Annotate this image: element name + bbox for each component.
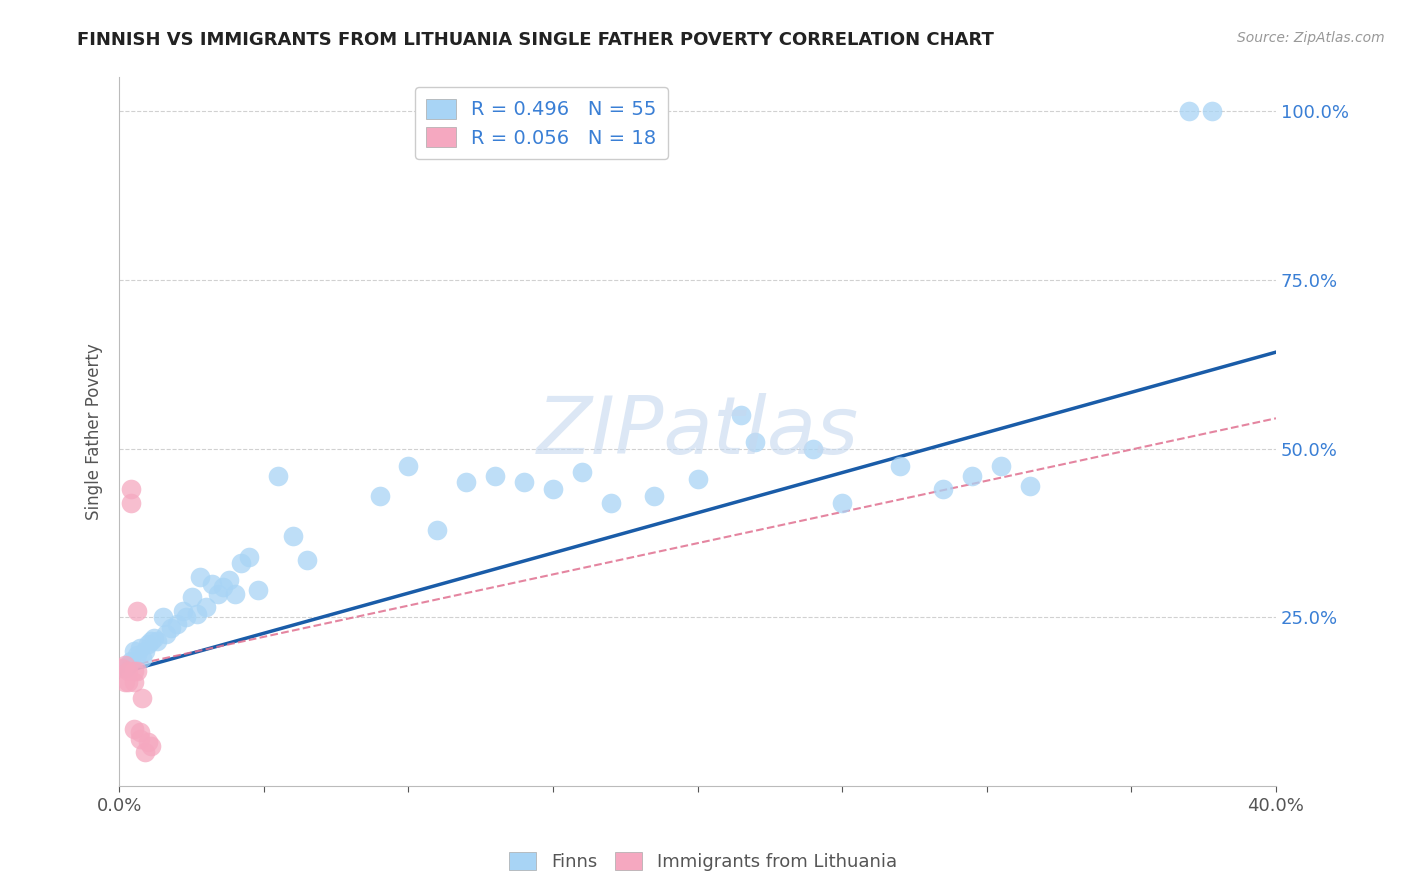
- Point: [117, 657, 139, 672]
- Point: [125, 665, 148, 679]
- Point: [195, 600, 218, 615]
- Point: [120, 654, 142, 668]
- Point: [122, 722, 145, 736]
- Point: [186, 607, 208, 621]
- Point: [139, 739, 162, 753]
- Point: [541, 482, 564, 496]
- Point: [1201, 104, 1223, 119]
- Point: [146, 634, 169, 648]
- Point: [160, 621, 183, 635]
- Point: [426, 523, 449, 537]
- Point: [962, 468, 984, 483]
- Legend: R = 0.496   N = 55, R = 0.056   N = 18: R = 0.496 N = 55, R = 0.056 N = 18: [415, 87, 668, 160]
- Point: [267, 468, 290, 483]
- Point: [643, 489, 665, 503]
- Point: [229, 557, 252, 571]
- Point: [114, 674, 136, 689]
- Text: Source: ZipAtlas.com: Source: ZipAtlas.com: [1237, 31, 1385, 45]
- Point: [134, 644, 156, 658]
- Point: [744, 434, 766, 449]
- Point: [155, 627, 177, 641]
- Point: [180, 590, 202, 604]
- Point: [134, 745, 156, 759]
- Point: [218, 574, 240, 588]
- Point: [152, 610, 174, 624]
- Point: [297, 553, 319, 567]
- Text: ZIPatlas: ZIPatlas: [537, 392, 859, 471]
- Point: [117, 674, 139, 689]
- Point: [238, 549, 260, 564]
- Point: [166, 617, 188, 632]
- Point: [484, 468, 506, 483]
- Point: [172, 604, 194, 618]
- Point: [114, 657, 136, 672]
- Point: [281, 529, 304, 543]
- Point: [212, 580, 235, 594]
- Point: [513, 475, 536, 490]
- Point: [990, 458, 1012, 473]
- Point: [131, 651, 153, 665]
- Point: [128, 731, 150, 746]
- Point: [122, 674, 145, 689]
- Legend: Finns, Immigrants from Lithuania: Finns, Immigrants from Lithuania: [502, 845, 904, 879]
- Point: [128, 725, 150, 739]
- Point: [111, 661, 134, 675]
- Point: [1019, 479, 1042, 493]
- Point: [125, 648, 148, 662]
- Point: [128, 640, 150, 655]
- Point: [136, 735, 159, 749]
- Text: FINNISH VS IMMIGRANTS FROM LITHUANIA SINGLE FATHER POVERTY CORRELATION CHART: FINNISH VS IMMIGRANTS FROM LITHUANIA SIN…: [77, 31, 994, 49]
- Point: [114, 661, 136, 675]
- Point: [932, 482, 955, 496]
- Point: [201, 576, 224, 591]
- Point: [889, 458, 911, 473]
- Point: [571, 465, 593, 479]
- Point: [801, 442, 824, 456]
- Y-axis label: Single Father Poverty: Single Father Poverty: [86, 343, 103, 520]
- Point: [120, 496, 142, 510]
- Point: [122, 644, 145, 658]
- Point: [188, 570, 211, 584]
- Point: [730, 408, 752, 422]
- Point: [368, 489, 391, 503]
- Point: [207, 587, 229, 601]
- Point: [120, 482, 142, 496]
- Point: [686, 472, 709, 486]
- Point: [125, 604, 148, 618]
- Point: [122, 665, 145, 679]
- Point: [136, 637, 159, 651]
- Point: [831, 496, 853, 510]
- Point: [1178, 104, 1201, 119]
- Point: [139, 634, 162, 648]
- Point: [456, 475, 478, 490]
- Point: [143, 631, 166, 645]
- Point: [247, 583, 270, 598]
- Point: [224, 587, 246, 601]
- Point: [174, 610, 197, 624]
- Point: [117, 665, 139, 679]
- Point: [398, 458, 420, 473]
- Point: [131, 691, 153, 706]
- Point: [599, 496, 621, 510]
